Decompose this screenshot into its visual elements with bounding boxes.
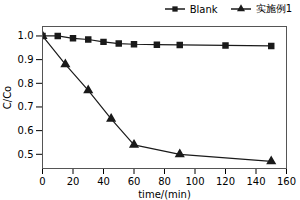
- svg-text:0.9: 0.9: [18, 54, 34, 65]
- svg-text:80: 80: [158, 176, 171, 187]
- svg-text:0.5: 0.5: [18, 149, 34, 160]
- svg-text:0: 0: [39, 176, 45, 187]
- svg-text:60: 60: [128, 176, 141, 187]
- svg-text:1.0: 1.0: [18, 30, 34, 41]
- svg-text:0.6: 0.6: [18, 125, 34, 136]
- svg-text:20: 20: [67, 176, 80, 187]
- svg-text:0.8: 0.8: [18, 78, 34, 89]
- svg-text:C/Co: C/Co: [2, 86, 13, 109]
- svg-text:time/(min): time/(min): [138, 189, 191, 200]
- svg-text:40: 40: [97, 176, 110, 187]
- svg-text:0.7: 0.7: [18, 101, 34, 112]
- svg-text:100: 100: [185, 176, 204, 187]
- html-text:实施例1: 实施例1: [255, 3, 292, 14]
- svg-text:140: 140: [246, 176, 265, 187]
- svg-text:120: 120: [216, 176, 235, 187]
- svg-text:160: 160: [277, 176, 296, 187]
- html-text:Blank: Blank: [189, 3, 218, 15]
